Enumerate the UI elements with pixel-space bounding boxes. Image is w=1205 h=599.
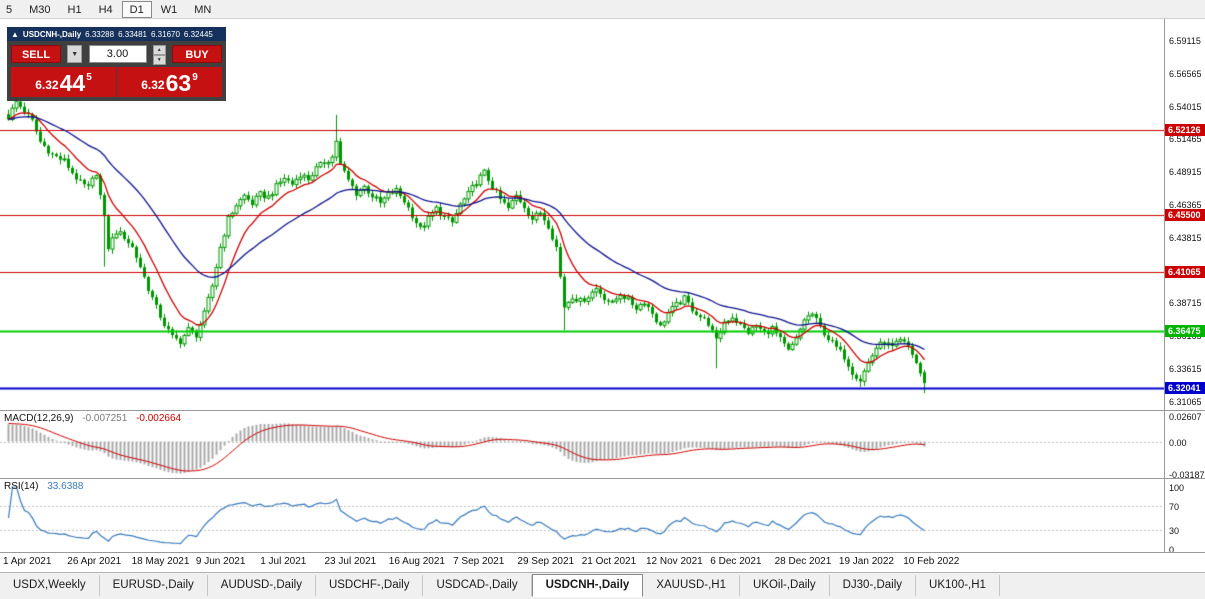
volume-input[interactable]: 3.00 <box>88 45 147 63</box>
rsi-axis-label: 100 <box>1169 483 1185 493</box>
date-label: 12 Nov 2021 <box>646 556 703 567</box>
timeframe-h1[interactable]: H1 <box>67 3 82 16</box>
buy-price-small: 6.32 <box>141 78 165 92</box>
price-level-badge: 6.45500 <box>1165 209 1205 222</box>
date-label: 7 Sep 2021 <box>453 556 505 567</box>
sell-price-display: 6.32 44 5 <box>11 67 116 97</box>
timeframe-mn[interactable]: MN <box>194 3 212 16</box>
trade-panel-body: SELL ▼ 3.00 ▲ ▼ BUY 6.32 44 5 6.32 63 <box>7 41 226 101</box>
date-label: 10 Feb 2022 <box>903 556 960 567</box>
volume-step-down-icon[interactable]: ▼ <box>152 55 166 65</box>
price-axis-label: 6.46365 <box>1169 200 1202 211</box>
macd-axis-label: -0.03187 <box>1169 470 1205 480</box>
date-label: 1 Apr 2021 <box>3 556 52 567</box>
macd-axis-label: 0.00 <box>1169 437 1187 448</box>
price-axis-label: 6.59115 <box>1169 36 1201 47</box>
buy-price-display: 6.32 63 9 <box>117 67 222 97</box>
date-label: 18 May 2021 <box>131 556 190 567</box>
macd-axis-label: 0.02607 <box>1169 412 1202 422</box>
chart-symbol-ohlc-bar: ▲ USDCNH-,Daily 6.33288 6.33481 6.31670 … <box>7 27 226 41</box>
timeframe-d1[interactable]: D1 <box>121 0 152 18</box>
price-axis-label: 6.33615 <box>1169 364 1202 374</box>
sell-price-small: 6.32 <box>35 78 59 92</box>
timeframe-h4[interactable]: H4 <box>98 3 113 16</box>
price-axis-label: 6.38715 <box>1169 298 1202 309</box>
chart-tabbar: USDX,Weekly EURUSD-,Daily AUDUSD-,Daily USD… <box>0 572 1205 599</box>
date-axis[interactable]: 1 Apr 2021 26 Apr 2021 18 May 2021 9 Jun 20… <box>0 553 1205 571</box>
volume-step-up-icon[interactable]: ▲ <box>152 45 166 55</box>
buy-button[interactable]: BUY <box>172 45 222 63</box>
timeframe-toolbar: 5 M30 H1 H4 D1 W1 MN <box>0 0 1205 19</box>
ohlc-low: 6.31670 <box>151 29 180 39</box>
timeframe-5[interactable]: 5 <box>6 3 13 16</box>
tab-xauusd-h1[interactable]: XAUUSD-,H1 <box>643 575 740 596</box>
timeframe-w1[interactable]: W1 <box>160 3 178 16</box>
date-label: 26 Apr 2021 <box>67 556 122 567</box>
volume-dropdown-button[interactable]: ▼ <box>67 45 83 63</box>
tab-eurusd-daily[interactable]: EURUSD-,Daily <box>99 575 208 596</box>
rsi-canvas[interactable] <box>0 479 1164 552</box>
date-label: 6 Dec 2021 <box>710 556 762 567</box>
buy-price-big: 63 <box>165 70 192 96</box>
date-label: 28 Dec 2021 <box>774 556 832 567</box>
price-level-badge: 6.32041 <box>1165 382 1205 395</box>
macd-name: MACD(12,26,9) <box>4 413 74 424</box>
rsi-axis-label: 70 <box>1169 501 1180 512</box>
panel-splitter-3[interactable] <box>0 552 1205 553</box>
panel-splitter[interactable] <box>0 410 1205 411</box>
chart-symbol-label: USDCNH-,Daily <box>22 29 82 39</box>
rsi-panel: RSI(14) 33.6388 <box>0 479 1164 552</box>
price-axis-label: 6.31065 <box>1169 396 1202 407</box>
buy-price-sup: 9 <box>192 72 198 83</box>
price-level-badge: 6.41065 <box>1165 266 1205 279</box>
ohlc-open: 6.33288 <box>85 29 115 39</box>
tab-usdcad-daily[interactable]: USDCAD-,Daily <box>423 575 532 596</box>
panel-splitter-2[interactable] <box>0 478 1205 479</box>
date-label: 19 Jan 2022 <box>838 556 894 567</box>
rsi-axis-label: 0 <box>1169 545 1175 555</box>
ohlc-close: 6.32445 <box>183 29 213 39</box>
price-axis-label: 6.43815 <box>1169 232 1202 243</box>
rsi-axis-label: 30 <box>1169 526 1180 537</box>
tab-audusd-daily[interactable]: AUDUSD-,Daily <box>207 575 316 596</box>
date-label: 29 Sep 2021 <box>517 556 575 567</box>
sell-price-big: 44 <box>59 70 86 96</box>
timeframe-m30[interactable]: M30 <box>29 3 51 16</box>
tab-uk100-h1[interactable]: UK100-,H1 <box>916 575 1000 596</box>
volume-stepper: ▲ ▼ <box>152 45 166 65</box>
price-level-badge: 6.52126 <box>1165 123 1205 136</box>
rsi-name: RSI(14) <box>4 481 39 492</box>
macd-main-value: -0.007251 <box>82 413 128 424</box>
price-axis-label: 6.56565 <box>1169 68 1202 79</box>
price-level-badge: 6.36475 <box>1165 325 1205 338</box>
collapse-panel-icon[interactable]: ▲ <box>11 29 19 39</box>
rsi-value: 33.6388 <box>47 481 84 492</box>
date-label: 9 Jun 2021 <box>195 556 246 567</box>
tab-dj30-daily[interactable]: DJ30-,Daily <box>829 575 917 596</box>
date-label: 21 Oct 2021 <box>581 556 637 567</box>
price-axis[interactable]: 6.59115 6.56565 6.54015 6.51465 6.48915 6.463… <box>1164 19 1205 555</box>
macd-canvas[interactable] <box>0 411 1164 478</box>
date-label: 1 Jul 2021 <box>260 556 307 567</box>
tab-ukoil-daily[interactable]: UKOil-,Daily <box>739 575 830 596</box>
one-click-trade-panel: ▲ USDCNH-,Daily 6.33288 6.33481 6.31670 … <box>7 27 226 101</box>
macd-signal-value: -0.002664 <box>136 413 182 424</box>
price-axis-label: 6.54015 <box>1169 101 1202 112</box>
rsi-label: RSI(14) 33.6388 <box>4 481 83 492</box>
macd-panel: MACD(12,26,9) -0.007251 -0.002664 <box>0 411 1164 478</box>
date-label: 16 Aug 2021 <box>388 556 445 567</box>
sell-price-sup: 5 <box>86 72 92 83</box>
tab-usdcnh-daily[interactable]: USDCNH-,Daily <box>531 574 644 597</box>
tab-usdx-weekly[interactable]: USDX,Weekly <box>0 575 100 596</box>
macd-label: MACD(12,26,9) -0.007251 -0.002664 <box>4 413 181 424</box>
sell-button[interactable]: SELL <box>11 45 61 63</box>
tab-usdchf-daily[interactable]: USDCHF-,Daily <box>315 575 424 596</box>
date-label: 23 Jul 2021 <box>324 556 377 567</box>
price-axis-label: 6.48915 <box>1169 167 1202 178</box>
price-axis-label: 6.51465 <box>1169 134 1202 145</box>
ohlc-high: 6.33481 <box>118 29 147 39</box>
